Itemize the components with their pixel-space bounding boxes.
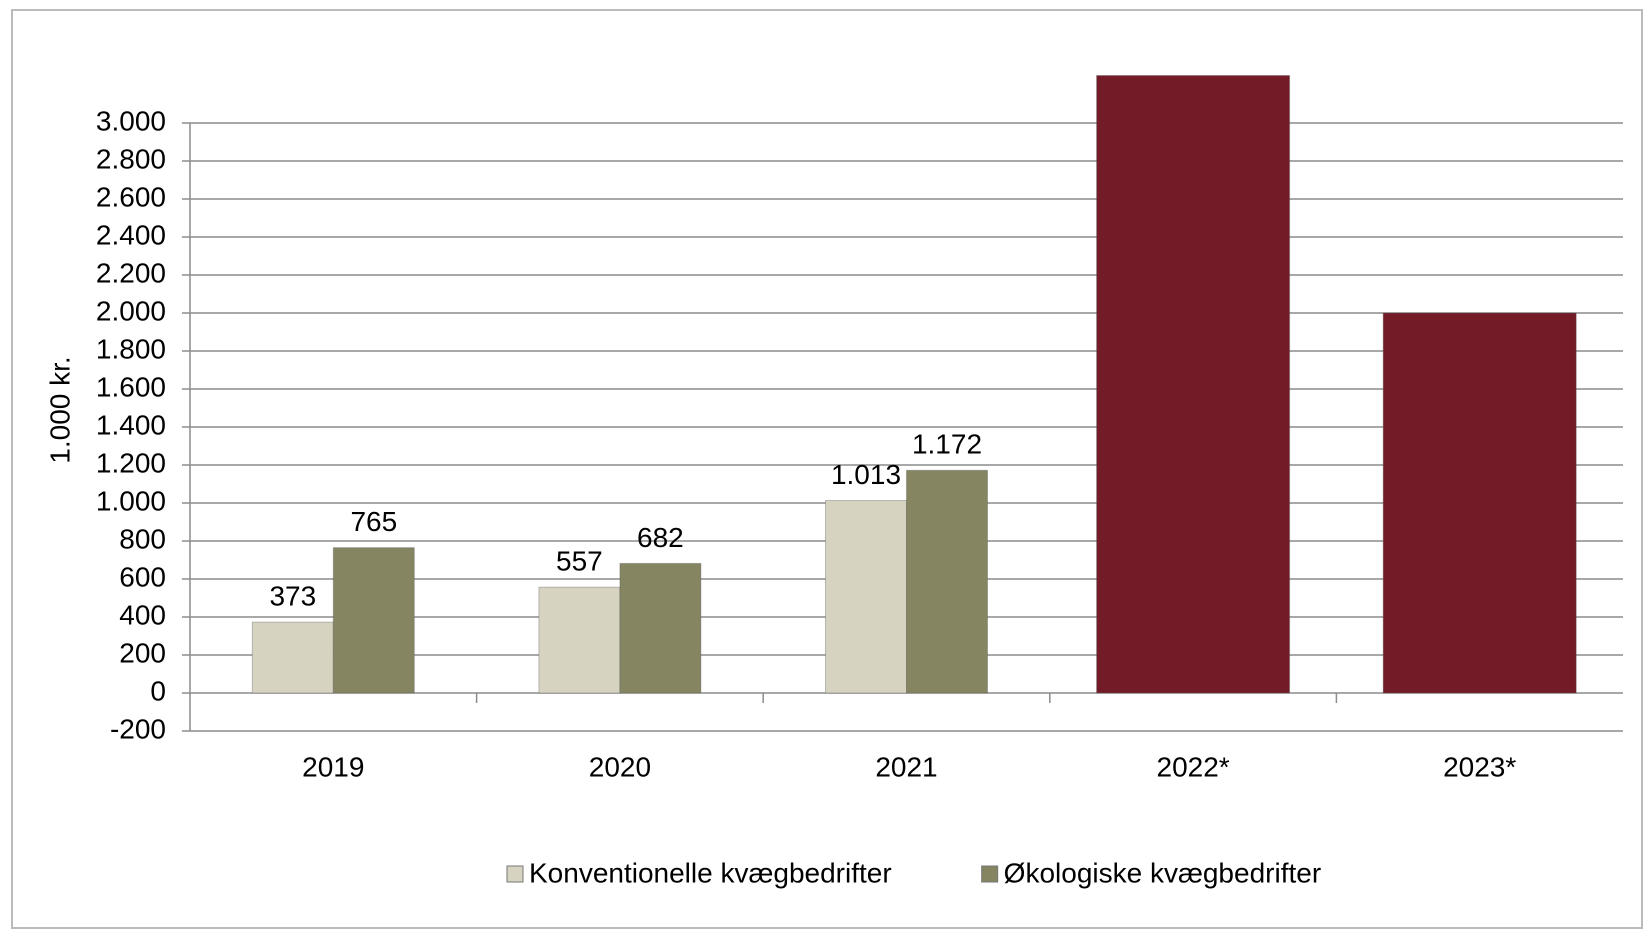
bar (1382, 312, 1577, 694)
y-axis-label: 1.000 kr. (44, 356, 75, 463)
y-tick-label: -200 (110, 713, 166, 744)
bar (332, 547, 415, 694)
bar (906, 469, 988, 694)
bar (538, 586, 621, 694)
data-label: 557 (556, 546, 603, 577)
y-tick-label: 400 (119, 599, 166, 630)
x-tick-label: 2021 (875, 751, 937, 782)
data-label: 682 (637, 522, 684, 553)
y-tick-label: 2.400 (96, 219, 166, 250)
data-label: 373 (269, 581, 316, 612)
data-label: 1.013 (831, 459, 901, 490)
x-tick-label: 2023* (1443, 751, 1516, 782)
y-tick-label: 0 (150, 675, 166, 706)
x-tick-label: 2022* (1157, 751, 1230, 782)
x-tick-label: 2020 (589, 751, 651, 782)
y-tick-label: 3.000 (96, 105, 166, 136)
y-tick-label: 1.600 (96, 371, 166, 402)
y-tick-label: 1.000 (96, 485, 166, 516)
y-tick-label: 200 (119, 637, 166, 668)
bar (619, 562, 702, 694)
bar (251, 621, 334, 694)
legend-label: Økologiske kvægbedrifter (1004, 857, 1321, 888)
data-label: 1.172 (912, 429, 982, 460)
y-tick-label: 800 (119, 523, 166, 554)
y-tick-label: 2.800 (96, 143, 166, 174)
y-tick-label: 1.800 (96, 333, 166, 364)
bar (1096, 75, 1291, 694)
legend-swatch (981, 865, 999, 883)
legend-swatch (506, 865, 524, 883)
y-tick-label: 2.000 (96, 295, 166, 326)
y-tick-label: 600 (119, 561, 166, 592)
y-tick-label: 2.600 (96, 181, 166, 212)
y-tick-label: 1.200 (96, 447, 166, 478)
bar (825, 500, 907, 694)
legend-label: Konventionelle kvægbedrifter (529, 857, 892, 888)
y-tick-label: 1.400 (96, 409, 166, 440)
x-tick-label: 2019 (302, 751, 364, 782)
y-tick-label: 2.200 (96, 257, 166, 288)
chart-border (11, 9, 1643, 929)
data-label: 765 (350, 506, 397, 537)
